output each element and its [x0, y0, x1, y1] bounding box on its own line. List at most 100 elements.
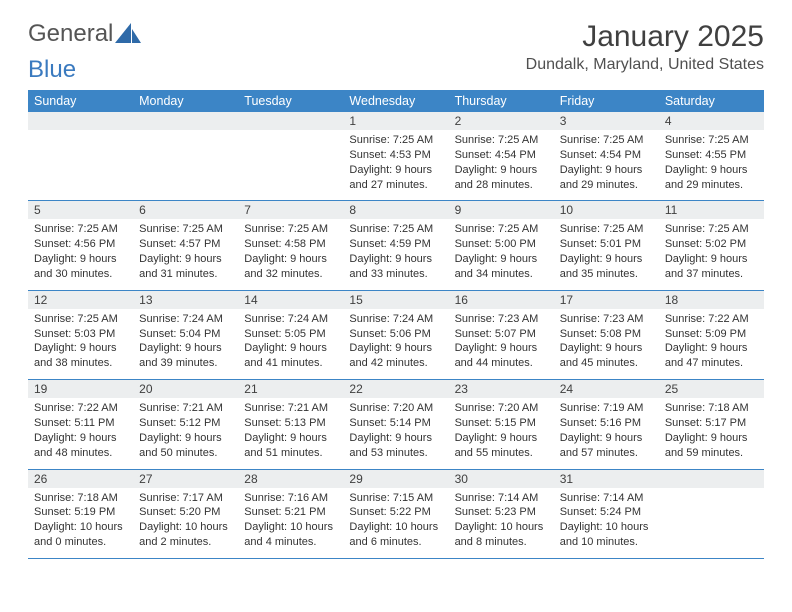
day-number-cell: 29: [343, 470, 448, 488]
daylight-line: Daylight: 9 hours and 47 minutes.: [665, 342, 748, 369]
logo-text-general: General: [28, 20, 113, 48]
daylight-line: Daylight: 9 hours and 48 minutes.: [34, 432, 117, 459]
daylight-line: Daylight: 9 hours and 33 minutes.: [349, 253, 432, 280]
daylight-line: Daylight: 9 hours and 39 minutes.: [139, 342, 222, 369]
day-detail-cell: Sunrise: 7:21 AMSunset: 5:13 PMDaylight:…: [238, 398, 343, 468]
day-detail-cell: Sunrise: 7:24 AMSunset: 5:05 PMDaylight:…: [238, 309, 343, 379]
day-number-cell: 28: [238, 470, 343, 488]
sunset-line: Sunset: 5:00 PM: [455, 238, 536, 250]
calendar-week: 567891011Sunrise: 7:25 AMSunset: 4:56 PM…: [28, 201, 764, 290]
sunrise-line: Sunrise: 7:20 AM: [455, 402, 539, 414]
day-number-cell: 4: [659, 112, 764, 130]
day-detail-cell: Sunrise: 7:22 AMSunset: 5:09 PMDaylight:…: [659, 309, 764, 379]
day-number-cell: 26: [28, 470, 133, 488]
sunset-line: Sunset: 5:03 PM: [34, 328, 115, 340]
sunrise-line: Sunrise: 7:25 AM: [455, 134, 539, 146]
day-detail-cell: Sunrise: 7:25 AMSunset: 5:00 PMDaylight:…: [449, 219, 554, 289]
daylight-line: Daylight: 10 hours and 2 minutes.: [139, 521, 228, 548]
sunrise-line: Sunrise: 7:25 AM: [665, 134, 749, 146]
day-detail-cell: Sunrise: 7:25 AMSunset: 5:03 PMDaylight:…: [28, 309, 133, 379]
day-number-cell: 23: [449, 380, 554, 398]
sunrise-line: Sunrise: 7:24 AM: [244, 313, 328, 325]
day-detail-cell: Sunrise: 7:25 AMSunset: 4:54 PMDaylight:…: [554, 130, 659, 200]
day-detail-cell: Sunrise: 7:25 AMSunset: 4:56 PMDaylight:…: [28, 219, 133, 289]
day-number-cell: 12: [28, 291, 133, 309]
sunset-line: Sunset: 4:54 PM: [455, 149, 536, 161]
daylight-line: Daylight: 9 hours and 53 minutes.: [349, 432, 432, 459]
sunrise-line: Sunrise: 7:23 AM: [455, 313, 539, 325]
weekday-label: Tuesday: [238, 90, 343, 112]
sunrise-line: Sunrise: 7:14 AM: [455, 492, 539, 504]
day-number-cell: 19: [28, 380, 133, 398]
daylight-line: Daylight: 10 hours and 10 minutes.: [560, 521, 649, 548]
sunrise-line: Sunrise: 7:17 AM: [139, 492, 223, 504]
day-number-cell: 13: [133, 291, 238, 309]
daylight-line: Daylight: 9 hours and 35 minutes.: [560, 253, 643, 280]
day-number-cell: 7: [238, 201, 343, 219]
day-number-cell: 2: [449, 112, 554, 130]
day-detail-cell: Sunrise: 7:14 AM Sunset: 5:24 PM Daylight:…: [554, 488, 659, 558]
day-detail-cell: Sunrise: 7:25 AM Sunset: 4:54 PM Daylight:…: [449, 130, 554, 200]
day-number-cell: 31: [554, 470, 659, 488]
day-detail-row: Sunrise: 7:22 AMSunset: 5:11 PMDaylight:…: [28, 398, 764, 468]
day-detail-cell: Sunrise: 7:24 AMSunset: 5:06 PMDaylight:…: [343, 309, 448, 379]
daylight-line: Daylight: 10 hours and 0 minutes.: [34, 521, 123, 548]
day-detail-cell: Sunrise: 7:21 AMSunset: 5:12 PMDaylight:…: [133, 398, 238, 468]
daylight-line: Daylight: 9 hours and 57 minutes.: [560, 432, 643, 459]
weekday-label: Monday: [133, 90, 238, 112]
day-number-cell: 24: [554, 380, 659, 398]
daylight-line: Daylight: 9 hours and 34 minutes.: [455, 253, 538, 280]
sunset-line: Sunset: 5:19 PM: [34, 506, 115, 518]
sunrise-line: Sunrise: 7:14 AM: [560, 492, 644, 504]
sunset-line: Sunset: 5:20 PM: [139, 506, 220, 518]
day-detail-cell: Sunrise: 7:15 AMSunset: 5:22 PMDaylight:…: [343, 488, 448, 558]
daylight-line: Daylight: 9 hours and 28 minutes.: [455, 164, 538, 191]
sunrise-line: Sunrise: 7:25 AM: [244, 223, 328, 235]
daylight-line: Daylight: 9 hours and 30 minutes.: [34, 253, 117, 280]
weekday-label: Wednesday: [343, 90, 448, 112]
day-number-cell: 11: [659, 201, 764, 219]
day-number-cell: 3: [554, 112, 659, 130]
day-number-row: 19202122232425: [28, 380, 764, 398]
daylight-line: Daylight: 9 hours and 38 minutes.: [34, 342, 117, 369]
sunset-line: Sunset: 4:59 PM: [349, 238, 430, 250]
sunrise-line: Sunrise: 7:23 AM: [560, 313, 644, 325]
daylight-line: Daylight: 9 hours and 55 minutes.: [455, 432, 538, 459]
day-detail-cell: Sunrise: 7:20 AMSunset: 5:14 PMDaylight:…: [343, 398, 448, 468]
day-detail-cell: [28, 130, 133, 200]
sunset-line: Sunset: 5:16 PM: [560, 417, 641, 429]
sunset-line: Sunset: 5:09 PM: [665, 328, 746, 340]
day-number-cell: 27: [133, 470, 238, 488]
sunset-line: Sunset: 5:24 PM: [560, 506, 641, 518]
day-detail-cell: Sunrise: 7:23 AMSunset: 5:07 PMDaylight:…: [449, 309, 554, 379]
day-detail-cell: [659, 488, 764, 558]
daylight-line: Daylight: 9 hours and 44 minutes.: [455, 342, 538, 369]
day-number-cell: [133, 112, 238, 130]
day-detail-cell: Sunrise: 7:25 AMSunset: 4:57 PMDaylight:…: [133, 219, 238, 289]
weekday-label: Thursday: [449, 90, 554, 112]
day-number-row: 567891011: [28, 201, 764, 219]
sunset-line: Sunset: 4:53 PM: [349, 149, 430, 161]
day-detail-cell: Sunrise: 7:18 AMSunset: 5:17 PMDaylight:…: [659, 398, 764, 468]
sunset-line: Sunset: 5:11 PM: [34, 417, 115, 429]
weekday-label: Saturday: [659, 90, 764, 112]
calendar-page: General January 2025 Dundalk, Maryland, …: [0, 0, 792, 579]
sunrise-line: Sunrise: 7:21 AM: [139, 402, 223, 414]
day-number-row: 262728293031: [28, 470, 764, 488]
sunrise-line: Sunrise: 7:19 AM: [560, 402, 644, 414]
daylight-line: Daylight: 9 hours and 51 minutes.: [244, 432, 327, 459]
day-detail-cell: Sunrise: 7:25 AMSunset: 5:02 PMDaylight:…: [659, 219, 764, 289]
sunrise-line: Sunrise: 7:20 AM: [349, 402, 433, 414]
day-detail-row: Sunrise: 7:25 AM Sunset: 4:53 PM Daylight:…: [28, 130, 764, 200]
day-number-cell: [659, 470, 764, 488]
day-number-cell: 9: [449, 201, 554, 219]
weekday-header-row: SundayMondayTuesdayWednesdayThursdayFrid…: [28, 90, 764, 112]
sunset-line: Sunset: 5:06 PM: [349, 328, 430, 340]
calendar-week: 262728293031 Sunrise: 7:18 AMSunset: 5:1…: [28, 470, 764, 559]
day-number-cell: 8: [343, 201, 448, 219]
day-number-cell: 20: [133, 380, 238, 398]
day-number-cell: 5: [28, 201, 133, 219]
sunset-line: Sunset: 5:17 PM: [665, 417, 746, 429]
daylight-line: Daylight: 9 hours and 37 minutes.: [665, 253, 748, 280]
day-detail-cell: Sunrise: 7:25 AMSunset: 5:01 PMDaylight:…: [554, 219, 659, 289]
